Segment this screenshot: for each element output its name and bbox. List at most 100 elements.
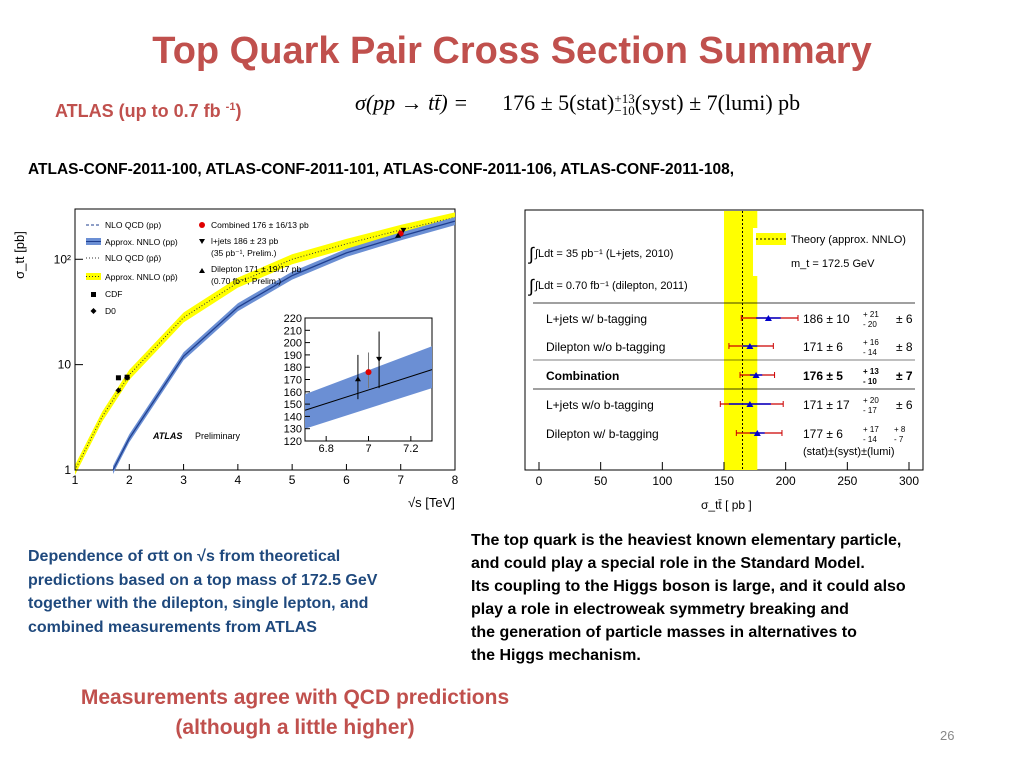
formula-syst-down: −10 bbox=[614, 102, 635, 118]
caption-line-4: play a role in electroweak symmetry brea… bbox=[471, 601, 849, 618]
right-caption: The top quark is the heaviest known elem… bbox=[471, 529, 1016, 667]
summary-content: 0 50 100 150 200 250 300 L+jets w/ b-tagging 186… bbox=[527, 211, 919, 488]
right-x-tick-label-0: 0 bbox=[536, 474, 543, 488]
theory-bands bbox=[74, 212, 456, 475]
meas-syst-up-3: + 20 bbox=[863, 396, 879, 405]
integral-sign-2: ∫ bbox=[527, 276, 535, 296]
atlas-experiment-label: ATLAS bbox=[152, 431, 182, 441]
inset-y-tick-label-180: 180 bbox=[284, 362, 302, 374]
inset-y-tick-label-120: 120 bbox=[284, 436, 302, 448]
x-tick-label-1: 1 bbox=[72, 473, 79, 487]
legend-nnlo-pp: Approx. NNLO (pp) bbox=[105, 237, 178, 247]
inset-y-tick-label-170: 170 bbox=[284, 375, 302, 387]
integral-sign-1: ∫ bbox=[527, 244, 535, 264]
caption-line-5: the generation of particle masses in alt… bbox=[471, 624, 857, 641]
inset-y-tick-label-150: 150 bbox=[284, 399, 302, 411]
atlas-label-end: ) bbox=[235, 101, 242, 121]
atlas-label-main: ATLAS (up to 0.7 fb bbox=[55, 101, 226, 121]
right-x-tick-label-150: 150 bbox=[714, 474, 734, 488]
inset-y-tick-label-190: 190 bbox=[284, 350, 302, 362]
formula-lhs: σ(pp → tt̄) = bbox=[355, 90, 469, 115]
x-tick-label-5: 5 bbox=[289, 473, 296, 487]
caption-line-3: Its coupling to the Higgs boson is large… bbox=[471, 578, 906, 595]
meas-value-1: 171 ± 6 bbox=[803, 340, 843, 354]
meas-label-0: L+jets w/ b-tagging bbox=[546, 312, 647, 326]
error-legend: (stat)±(syst)±(lumi) bbox=[803, 446, 895, 458]
inset-x-tick-label-7.2: 7.2 bbox=[403, 443, 418, 455]
slide-title: Top Quark Pair Cross Section Summary bbox=[152, 30, 872, 72]
cross-section-formula: σ(pp → tt̄) = 176 ± 5(stat)+13 −10(syst) ±… bbox=[355, 90, 800, 117]
meas-syst-up-1: + 16 bbox=[863, 338, 879, 347]
meas-value-0: 186 ± 10 bbox=[803, 312, 850, 326]
preliminary-label: Preliminary bbox=[195, 431, 241, 441]
caption-line-1: The top quark is the heaviest known elem… bbox=[471, 532, 902, 549]
legend-ljets: l+jets 186 ± 23 pb bbox=[211, 236, 279, 246]
lumi-note-ljets: ∫Ldt = 35 pb⁻¹ (L+jets, 2010) bbox=[534, 248, 673, 260]
y-tick-label-2: 10² bbox=[54, 252, 71, 266]
meas-syst-up-4: + 17 bbox=[863, 425, 879, 434]
meas-label-2: Combination bbox=[546, 369, 619, 383]
meas-value-3: 171 ± 17 bbox=[803, 398, 850, 412]
meas-label-3: L+jets w/o b-tagging bbox=[546, 398, 654, 412]
right-xlabel: σ_tt̄ [ pb ] bbox=[701, 498, 752, 512]
y-tick-label-1: 10 bbox=[58, 358, 72, 372]
meas-lumi-2: ± 7 bbox=[896, 369, 913, 383]
left-plot-frame bbox=[74, 208, 456, 471]
energy-dependence-chart: 1 2 3 4 5 6 7 8 1 10 10² σ_tt [pb] √s [TeV] NLO QC… bbox=[12, 208, 459, 510]
measurement-summary-chart: 0 50 100 150 200 250 300 L+jets w/ b-tagging 186… bbox=[524, 209, 924, 512]
atlas-luminosity-label: ATLAS (up to 0.7 fb -1) bbox=[55, 101, 241, 122]
meas-marker-4 bbox=[753, 430, 761, 436]
inset-x-tick-label-7: 7 bbox=[365, 443, 371, 455]
point-dilepton bbox=[395, 232, 401, 238]
meas-syst-down-4: - 14 bbox=[863, 435, 877, 444]
x-tick-label-7: 7 bbox=[397, 473, 404, 487]
point-cdf bbox=[115, 375, 121, 381]
meas-lumi-3: ± 6 bbox=[896, 398, 913, 412]
x-tick-label-2: 2 bbox=[126, 473, 133, 487]
legend-ljets-lumi: (35 pb⁻¹, Prelim.) bbox=[211, 248, 277, 258]
meas-label-4: Dilepton w/ b-tagging bbox=[546, 427, 659, 441]
meas-value-2: 176 ± 5 bbox=[803, 369, 843, 383]
left-caption: Dependence of σtt on √s from theoretical… bbox=[28, 548, 378, 636]
right-x-tick-label-200: 200 bbox=[776, 474, 796, 488]
left-xlabel: √s [TeV] bbox=[408, 495, 455, 510]
conclusion-line-1: Measurements agree with QCD predictions bbox=[80, 686, 510, 709]
inset-central-line bbox=[304, 369, 433, 411]
point-ljets bbox=[400, 227, 407, 233]
legend-dilepton-lumi: (0.70 fb⁻¹, Prelim.) bbox=[211, 276, 281, 286]
right-x-tick-label-300: 300 bbox=[899, 474, 919, 488]
atlas-label-sup: -1 bbox=[225, 101, 236, 113]
meas-lumi-down-4: - 7 bbox=[894, 435, 904, 444]
conf-references: ATLAS-CONF-2011-100, ATLAS-CONF-2011-101… bbox=[28, 161, 734, 178]
inset-point-dilepton bbox=[354, 376, 361, 382]
meas-marker-1 bbox=[746, 343, 754, 349]
top-mass-label: m_t = 172.5 GeV bbox=[791, 258, 875, 270]
inset-y-tick-label-200: 200 bbox=[284, 338, 302, 350]
meas-lumi-0: ± 6 bbox=[896, 312, 913, 326]
x-tick-label-3: 3 bbox=[180, 473, 187, 487]
caption-line-6: the Higgs mechanism. bbox=[471, 647, 641, 664]
legend-nlo-ppbar: NLO QCD (pp̄) bbox=[105, 253, 161, 263]
legend-d0: D0 bbox=[105, 306, 116, 316]
point-d0 bbox=[115, 387, 122, 394]
meas-marker-2 bbox=[752, 372, 760, 378]
meas-syst-down-0: - 20 bbox=[863, 320, 877, 329]
right-x-tick-label-250: 250 bbox=[837, 474, 857, 488]
legend-cdf: CDF bbox=[105, 289, 122, 299]
legend-dilepton: Dilepton 171 ± 19/17 pb bbox=[211, 264, 301, 274]
left-ylabel: σ_tt [pb] bbox=[12, 231, 27, 279]
theory-band bbox=[724, 211, 758, 470]
meas-syst-down-2: - 10 bbox=[863, 377, 877, 386]
legend-nlo-pp: NLO QCD (pp) bbox=[105, 220, 161, 230]
meas-syst-up-0: + 21 bbox=[863, 310, 879, 319]
lumi-note-dilepton: ∫Ldt = 0.70 fb⁻¹ (dilepton, 2011) bbox=[534, 280, 688, 292]
meas-syst-down-3: - 17 bbox=[863, 406, 877, 415]
inset-y-tick-label-140: 140 bbox=[284, 411, 302, 423]
conclusion: Measurements agree with QCD predictions … bbox=[0, 683, 590, 743]
inset-x-tick-label-6.8: 6.8 bbox=[319, 443, 334, 455]
right-x-tick-label-100: 100 bbox=[652, 474, 672, 488]
formula-tail: (syst) ± 7(lumi) pb bbox=[634, 90, 801, 115]
inset-y-tick-label-220: 220 bbox=[284, 313, 302, 325]
meas-lumi-1: ± 8 bbox=[896, 340, 913, 354]
